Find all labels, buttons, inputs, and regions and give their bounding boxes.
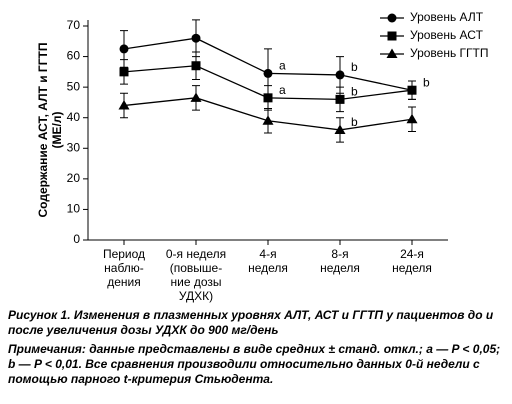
legend-marker [386, 48, 398, 58]
y-tick-label: 50 [67, 79, 81, 93]
point [334, 124, 346, 134]
x-tick-label: неделя [320, 261, 360, 275]
point [191, 61, 201, 71]
y-tick-label: 70 [67, 18, 81, 32]
y-tick-label: 20 [67, 171, 81, 185]
x-tick-label: неделя [248, 261, 288, 275]
x-tick-label: наблю- [104, 261, 144, 275]
x-tick-label: 0-я неделя [166, 247, 226, 261]
point [263, 68, 273, 78]
y-tick-label: 60 [67, 49, 81, 63]
annotation: b [351, 115, 358, 129]
x-tick-label: 4-я [259, 247, 276, 261]
x-tick-label: (повыше- [170, 261, 222, 275]
legend-marker [387, 31, 397, 41]
y-tick-label: 40 [67, 110, 81, 124]
point [335, 94, 345, 104]
point [118, 99, 130, 110]
point [262, 115, 274, 125]
caption-title: Рисунок 1. Изменения в плазменных уровня… [8, 308, 494, 337]
y-axis-label-line: (МЕ/л) [50, 112, 64, 149]
point [407, 85, 417, 95]
annotation: b [351, 60, 358, 74]
x-tick-label: 24-я [400, 247, 424, 261]
caption-note: Примечания: данные представлены в виде с… [8, 342, 501, 386]
x-tick-label: неделя [392, 261, 432, 275]
legend-marker [387, 13, 397, 23]
x-tick-label: Период [103, 247, 145, 261]
x-tick-label: 8-я [331, 247, 348, 261]
point [119, 67, 129, 77]
point [335, 70, 345, 80]
point [263, 93, 273, 103]
x-tick-label: дения [107, 275, 141, 289]
chart: Содержание АСТ, АЛТ и ГГТП (МЕ/л) 0 10 20 3… [36, 10, 489, 303]
point [191, 33, 201, 43]
annotation: a [279, 83, 286, 97]
annotation: a [279, 59, 286, 73]
y-tick-label: 30 [67, 140, 81, 154]
point [406, 113, 418, 124]
x-tick-label: ние дозы [170, 275, 221, 289]
annotation: b [351, 85, 358, 99]
y-tick-label: 10 [67, 202, 81, 216]
y-axis-label: Содержание АСТ, АЛТ и ГГТП (МЕ/л) [36, 43, 64, 218]
legend-label: Уровень ГГТП [410, 46, 489, 60]
point [190, 92, 202, 102]
annotation: b [423, 75, 430, 89]
y-tick-label: 0 [73, 232, 80, 246]
point [119, 44, 129, 54]
legend-label: Уровень АЛТ [410, 10, 484, 24]
x-tick-label: УДХК) [179, 289, 213, 303]
y-axis-label-line: Содержание АСТ, АЛТ и ГГТП [36, 43, 50, 218]
legend-label: Уровень АСТ [410, 28, 484, 42]
